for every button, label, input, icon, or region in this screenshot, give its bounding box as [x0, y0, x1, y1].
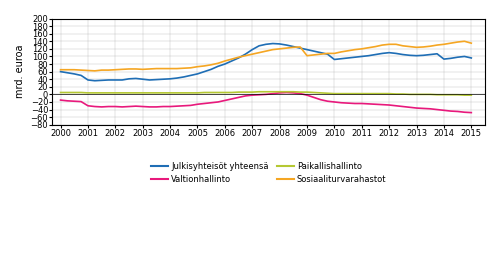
Y-axis label: mrd. euroa: mrd. euroa	[15, 45, 25, 98]
Legend: Julkisyhteisöt yhteensä, Valtionhallinto, Paikallishallinto, Sosiaaliturvarahast: Julkisyhteisöt yhteensä, Valtionhallinto…	[148, 159, 390, 187]
